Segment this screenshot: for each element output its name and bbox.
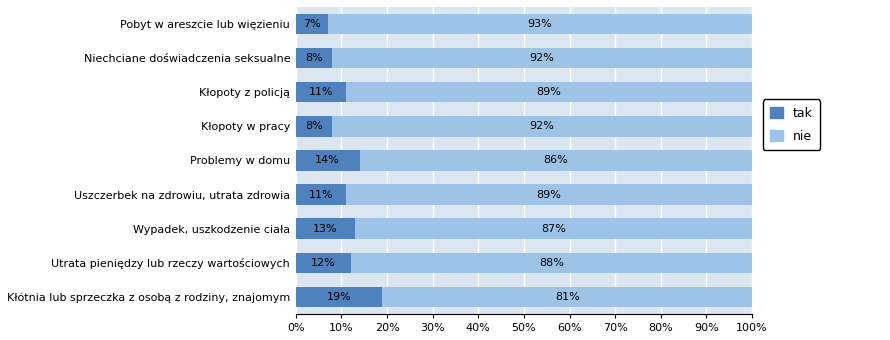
- Text: 88%: 88%: [538, 258, 563, 268]
- Bar: [383, 287, 752, 307]
- Bar: [328, 14, 752, 34]
- Text: 89%: 89%: [537, 190, 562, 200]
- Text: 93%: 93%: [528, 19, 553, 29]
- Text: 92%: 92%: [530, 121, 554, 131]
- Bar: [332, 48, 752, 68]
- Bar: [346, 82, 752, 102]
- Text: 12%: 12%: [311, 258, 336, 268]
- Bar: [332, 116, 752, 137]
- Text: 89%: 89%: [537, 87, 562, 97]
- Text: 8%: 8%: [305, 121, 323, 131]
- Bar: [295, 14, 328, 34]
- Text: 11%: 11%: [309, 87, 333, 97]
- Text: 86%: 86%: [544, 155, 568, 166]
- Text: 11%: 11%: [309, 190, 333, 200]
- Bar: [295, 253, 351, 273]
- Bar: [295, 287, 383, 307]
- Bar: [355, 219, 752, 239]
- Bar: [295, 184, 346, 205]
- Bar: [295, 82, 346, 102]
- Text: 81%: 81%: [554, 292, 579, 302]
- Bar: [295, 48, 332, 68]
- Text: 13%: 13%: [313, 224, 337, 234]
- Text: 19%: 19%: [327, 292, 352, 302]
- Bar: [360, 150, 752, 171]
- Text: 7%: 7%: [303, 19, 320, 29]
- Bar: [295, 219, 355, 239]
- Text: 8%: 8%: [305, 53, 323, 63]
- Bar: [351, 253, 752, 273]
- Bar: [295, 116, 332, 137]
- Legend: tak, nie: tak, nie: [763, 99, 821, 150]
- Bar: [295, 150, 360, 171]
- Bar: [346, 184, 752, 205]
- Text: 14%: 14%: [315, 155, 340, 166]
- Text: 92%: 92%: [530, 53, 554, 63]
- Text: 87%: 87%: [541, 224, 566, 234]
